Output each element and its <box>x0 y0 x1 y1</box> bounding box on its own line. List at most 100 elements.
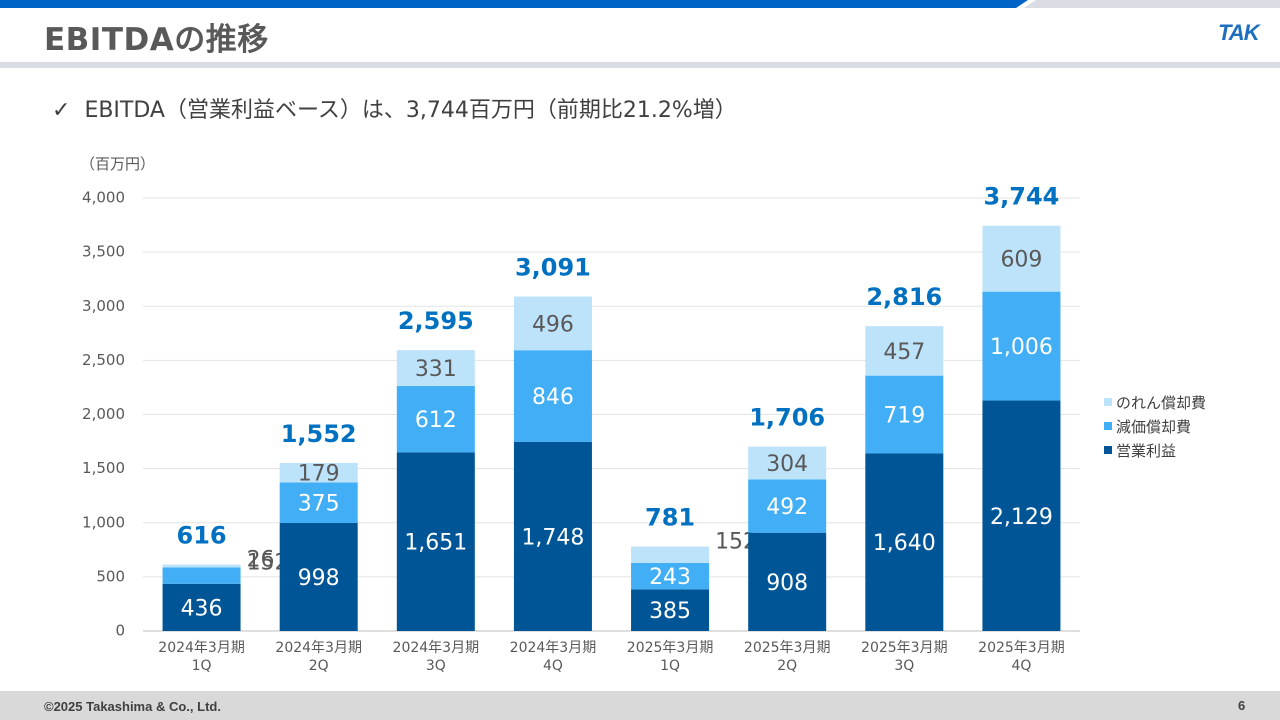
x-tick-label: 2024年3月期 <box>158 640 245 656</box>
x-tick-label: 2025年3月期 <box>978 640 1065 656</box>
total-label: 781 <box>645 503 695 531</box>
data-label: 908 <box>766 571 808 596</box>
bar-segment <box>396 386 475 453</box>
total-label: 3,091 <box>515 253 591 281</box>
data-label: 385 <box>649 599 691 624</box>
total-label: 2,816 <box>866 283 942 311</box>
check-icon: ✓ <box>52 98 71 123</box>
bar-segment <box>396 452 475 631</box>
data-label: 496 <box>532 312 574 337</box>
data-label: 1,640 <box>873 531 936 556</box>
x-tick-label: 3Q <box>894 658 914 674</box>
data-label: 243 <box>649 565 691 590</box>
y-tick-label: 1,000 <box>82 513 125 531</box>
y-tick-label: 2,000 <box>82 405 125 423</box>
footer-bar <box>0 691 1280 720</box>
data-label: 846 <box>532 385 574 410</box>
y-axis-unit-label: （百万円） <box>80 155 156 173</box>
data-label: 331 <box>415 357 457 382</box>
y-tick-label: 3,000 <box>82 297 125 315</box>
summary-text: EBITDA（営業利益ベース）は、3,744百万円（前期比21.2%増） <box>84 98 737 123</box>
data-label: 609 <box>1000 248 1042 273</box>
legend-swatch <box>1104 422 1112 430</box>
bar-segment <box>631 563 710 590</box>
legend-label: 減価償却費 <box>1116 417 1192 436</box>
y-tick-label: 1,500 <box>82 459 125 477</box>
y-tick-label: 500 <box>96 567 125 585</box>
total-label: 2,595 <box>398 307 474 335</box>
bar-segment <box>982 400 1061 631</box>
total-label: 3,744 <box>983 183 1059 211</box>
data-label: 2,129 <box>990 505 1053 530</box>
x-tick-label: 1Q <box>192 658 212 674</box>
total-label: 1,706 <box>749 403 825 431</box>
data-label: 436 <box>181 596 223 621</box>
y-tick-label: 3,500 <box>82 243 125 261</box>
x-tick-label: 4Q <box>543 658 563 674</box>
legend-item: 減価償却費 <box>1104 414 1206 438</box>
bar-segment <box>279 462 358 483</box>
bar-segment <box>513 296 592 351</box>
data-label: 304 <box>766 452 808 477</box>
data-label: 1,651 <box>404 531 467 556</box>
x-tick-label: 2025年3月期 <box>861 640 948 656</box>
copyright-text: ©2025 Takashima & Co., Ltd. <box>44 699 221 714</box>
x-tick-label: 4Q <box>1011 658 1031 674</box>
y-tick-label: 0 <box>115 622 125 640</box>
total-label: 616 <box>177 521 227 549</box>
bar-segment <box>982 225 1061 292</box>
bar-segment <box>513 350 592 442</box>
x-tick-label: 2024年3月期 <box>510 640 597 656</box>
y-tick-label: 2,500 <box>82 351 125 369</box>
legend-item: のれん償却費 <box>1104 390 1206 414</box>
bar-segment <box>279 482 358 523</box>
legend-item: 営業利益 <box>1104 438 1206 462</box>
x-tick-label: 2Q <box>777 658 797 674</box>
bar-segment <box>865 326 944 376</box>
x-tick-label: 2024年3月期 <box>275 640 362 656</box>
legend-swatch <box>1104 446 1112 454</box>
bar-segment <box>396 350 475 387</box>
bar-segment <box>162 583 241 631</box>
bar-segment <box>865 453 944 631</box>
bar-segment <box>748 479 827 533</box>
legend-swatch <box>1104 398 1112 406</box>
data-label: 998 <box>298 566 340 591</box>
data-label: 1,006 <box>990 335 1053 360</box>
x-tick-label: 2024年3月期 <box>393 640 480 656</box>
data-label: 492 <box>766 495 808 520</box>
title-divider <box>0 62 1280 68</box>
bar-segment <box>513 441 592 631</box>
bar-segment <box>982 291 1061 401</box>
x-tick-label: 1Q <box>660 658 680 674</box>
summary-bullet: ✓ EBITDA（営業利益ベース）は、3,744百万円（前期比21.2%増） <box>52 92 737 124</box>
bar-segment <box>748 532 827 631</box>
top-accent-bar <box>0 0 1280 8</box>
bar-segment <box>279 522 358 631</box>
data-label: 26 <box>247 548 275 573</box>
ebitda-stacked-bar-chart: 0 500 1,000 1,500 2,000 2,500 3,000 3,500 4,000 4… <box>82 183 1080 674</box>
total-label: 1,552 <box>281 420 357 448</box>
x-tick-label: 3Q <box>426 658 446 674</box>
y-tick-label: 4,000 <box>82 189 125 207</box>
data-label: 179 <box>298 462 340 487</box>
bar-segment <box>865 375 944 454</box>
bar-segment <box>748 446 827 480</box>
data-label: 457 <box>883 340 925 365</box>
data-label: 1,748 <box>521 525 584 550</box>
data-label: 375 <box>298 492 340 517</box>
x-tick-label: 2025年3月期 <box>627 640 714 656</box>
bar-segment <box>162 564 241 568</box>
legend-label: 営業利益 <box>1116 441 1177 460</box>
page-number: 6 <box>1238 698 1246 713</box>
x-tick-label: 2Q <box>309 658 329 674</box>
bar-segment <box>631 546 710 564</box>
x-tick-label: 2025年3月期 <box>744 640 831 656</box>
data-label: 719 <box>883 404 925 429</box>
bar-segment <box>631 589 710 631</box>
chart-legend: のれん償却費 減価償却費営業利益 <box>1104 390 1206 462</box>
bar-segment <box>162 567 241 584</box>
company-logo: TAK <box>1218 20 1260 45</box>
page-title: EBITDAの推移 <box>44 22 269 58</box>
legend-label: のれん償却費 <box>1116 393 1207 412</box>
